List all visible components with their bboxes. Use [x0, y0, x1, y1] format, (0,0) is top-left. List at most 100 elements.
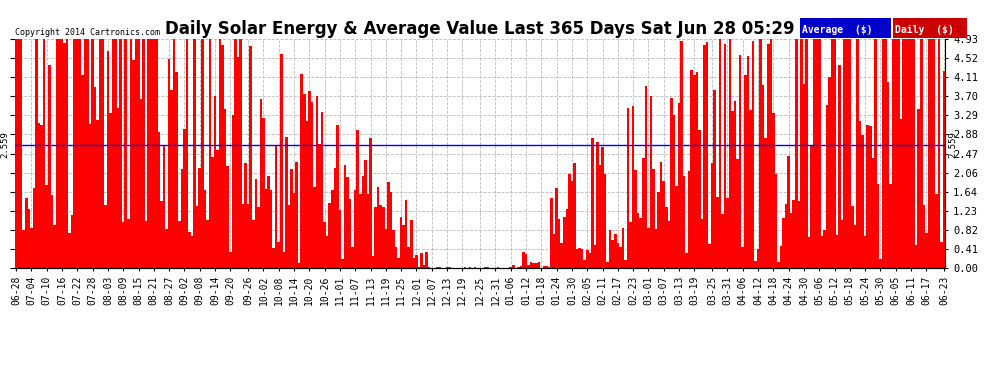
Bar [581, 249, 583, 268]
Bar [570, 180, 573, 268]
Bar [15, 39, 18, 268]
Bar [149, 39, 152, 268]
Bar [96, 120, 99, 268]
Bar [112, 39, 114, 268]
Bar [635, 170, 637, 268]
Bar [162, 145, 165, 268]
Bar [311, 102, 313, 268]
Bar [925, 233, 928, 268]
Bar [737, 159, 739, 268]
Bar [148, 39, 149, 268]
Bar [41, 125, 43, 268]
Bar [224, 109, 227, 268]
Bar [426, 252, 428, 268]
Bar [262, 118, 264, 268]
Bar [942, 71, 945, 268]
Bar [803, 84, 805, 268]
Bar [334, 168, 336, 268]
Bar [841, 220, 843, 268]
Bar [856, 39, 858, 268]
Bar [402, 225, 405, 268]
Bar [727, 198, 729, 268]
Bar [871, 158, 874, 268]
Bar [693, 75, 696, 268]
Bar [387, 183, 390, 268]
Bar [649, 96, 652, 268]
Bar [94, 87, 96, 268]
Text: 2.559: 2.559 [947, 131, 957, 158]
Bar [50, 195, 53, 268]
Bar [140, 99, 143, 268]
Bar [186, 39, 188, 268]
Bar [696, 72, 698, 268]
Bar [612, 240, 614, 268]
Bar [366, 194, 369, 268]
Bar [792, 200, 795, 268]
Bar [846, 39, 848, 268]
Bar [351, 246, 354, 268]
Bar [114, 39, 117, 268]
Bar [418, 267, 420, 268]
Bar [229, 252, 232, 268]
Bar [308, 90, 311, 268]
Bar [237, 57, 240, 268]
Bar [318, 144, 321, 268]
Bar [683, 176, 685, 268]
Bar [415, 255, 418, 268]
Bar [384, 229, 387, 268]
Bar [530, 262, 533, 268]
Bar [550, 198, 552, 268]
Bar [272, 249, 275, 268]
Bar [369, 138, 372, 268]
Bar [644, 86, 647, 268]
Bar [102, 39, 104, 268]
Bar [339, 210, 342, 268]
Bar [259, 99, 262, 268]
Bar [599, 165, 601, 268]
Bar [762, 86, 764, 268]
Bar [38, 123, 41, 268]
Bar [834, 39, 836, 268]
Bar [436, 267, 439, 268]
Bar [759, 39, 762, 268]
Bar [839, 64, 841, 268]
Bar [331, 190, 334, 268]
Bar [408, 247, 410, 268]
Text: 2.559: 2.559 [0, 131, 10, 158]
Bar [372, 256, 374, 268]
Bar [813, 39, 816, 268]
Bar [746, 56, 749, 268]
Bar [774, 174, 777, 268]
Bar [379, 205, 382, 268]
Bar [20, 39, 23, 268]
Bar [910, 39, 913, 268]
Bar [413, 258, 415, 268]
Bar [448, 267, 450, 268]
Bar [474, 267, 476, 268]
Bar [688, 171, 690, 268]
Bar [405, 200, 408, 268]
Bar [99, 39, 102, 268]
Bar [790, 213, 792, 268]
Bar [756, 249, 759, 268]
Bar [721, 214, 724, 268]
Bar [558, 219, 560, 268]
Bar [632, 106, 635, 268]
Bar [931, 39, 933, 268]
Bar [306, 121, 308, 268]
Bar [300, 74, 303, 268]
Bar [528, 265, 530, 268]
Bar [157, 132, 160, 268]
Title: Daily Solar Energy & Average Value Last 365 Days Sat Jun 28 05:29: Daily Solar Energy & Average Value Last … [165, 20, 795, 38]
Bar [805, 39, 808, 268]
Bar [33, 188, 36, 268]
Bar [604, 174, 606, 268]
Bar [295, 162, 298, 268]
Bar [887, 82, 889, 268]
Bar [344, 165, 346, 268]
Bar [227, 166, 229, 268]
Bar [290, 169, 293, 268]
Bar [285, 137, 288, 268]
Bar [204, 190, 206, 268]
Bar [892, 39, 894, 268]
